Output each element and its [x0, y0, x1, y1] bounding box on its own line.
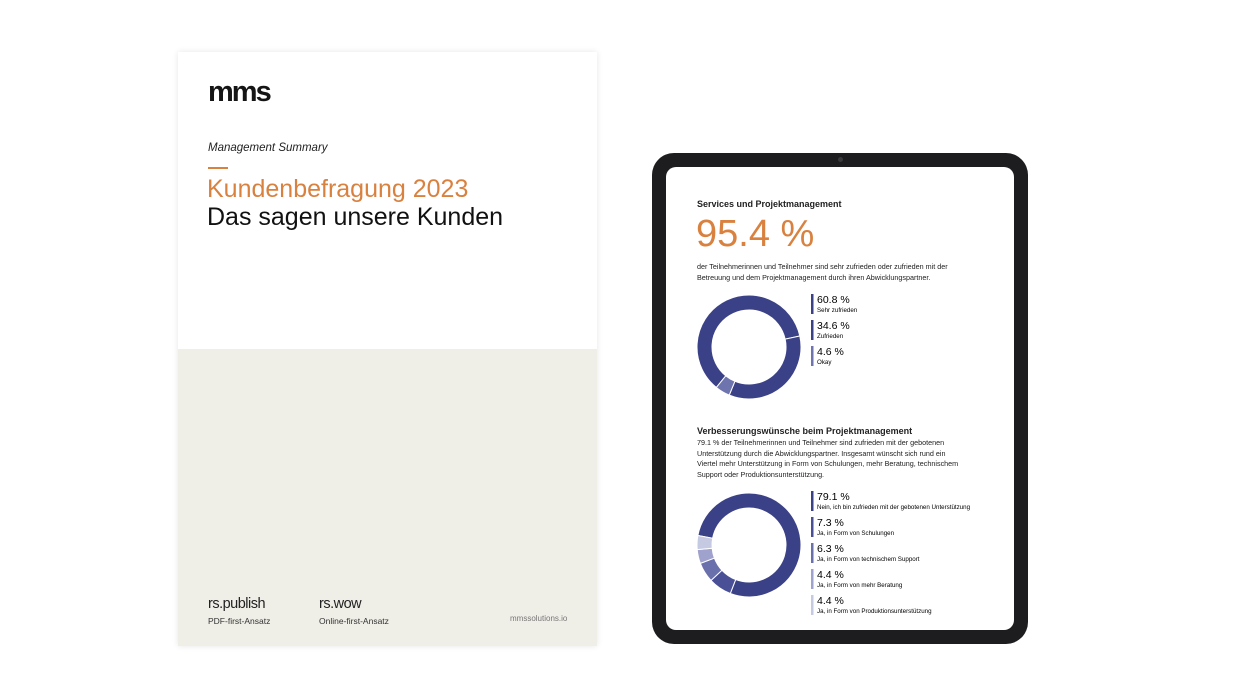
legend1-label: Sehr zufrieden — [817, 307, 858, 314]
section2-text-line: Support oder Produktionsunterstützung. — [697, 469, 825, 479]
section1-text: der Teilnehmerinnen und Teilnehmer sind … — [697, 262, 997, 283]
product-name: rs.wow — [319, 596, 362, 612]
legend2-swatch — [811, 595, 814, 615]
product-desc: PDF-first-Ansatz — [208, 616, 271, 626]
legend2-value: 7.3 % — [817, 517, 844, 529]
legend2-value: 79.1 % — [817, 491, 850, 503]
legend2-label: Ja, in Form von Produktionsunterstützung — [817, 608, 932, 615]
product-name: rs.publish — [208, 596, 266, 612]
section1-text-line: Betreuung und dem Projektmanagement durc… — [697, 272, 931, 282]
accent-divider — [208, 167, 228, 169]
legend2-value: 4.4 % — [817, 569, 844, 581]
legend2-swatch — [811, 517, 814, 537]
legend2-value: 6.3 % — [817, 543, 844, 555]
legend2-swatch — [811, 569, 814, 589]
tablet-device: Services und Projektmanagement 95.4 % de… — [652, 153, 1028, 644]
section2-heading: Verbesserungswünsche beim Projektmanagem… — [697, 426, 913, 436]
big-percentage: 95.4 % — [696, 213, 815, 255]
brochure-title-line2: Das sagen unsere Kunden — [207, 203, 504, 231]
donut1-slice — [728, 335, 802, 400]
donut-charts: 60.8 %Sehr zufrieden 34.6 %Zufrieden 4.6 %… — [696, 294, 971, 615]
mms-logo: mms — [208, 76, 272, 108]
legend2-swatch — [811, 543, 814, 563]
website-url: mmssolutions.io — [510, 614, 568, 623]
legend1-value: 60.8 % — [817, 294, 850, 306]
legend1-swatch — [811, 294, 814, 314]
section2-text-line: Unterstützung durch die Abwicklungspartn… — [697, 448, 946, 458]
legend1-value: 34.6 % — [817, 320, 850, 332]
product-desc: Online-first-Ansatz — [319, 616, 389, 626]
section1-heading: Services und Projektmanagement — [697, 199, 842, 209]
product-rs-wow: rs.wow Online-first-Ansatz — [319, 596, 389, 626]
donut2-slice — [697, 492, 802, 598]
legend1-label: Zufrieden — [817, 333, 844, 340]
section1-text-line: der Teilnehmerinnen und Teilnehmer sind … — [697, 262, 948, 271]
brochure-cover: mms Management Summary Kundenbefragung 2… — [178, 52, 597, 646]
legend2-label: Ja, in Form von technischem Support — [817, 556, 920, 563]
brochure-subtitle: Management Summary — [208, 142, 328, 154]
brochure-title-line1: Kundenbefragung 2023 — [207, 175, 469, 203]
legend1-label: Okay — [817, 359, 832, 366]
legend2-label: Ja, in Form von Schulungen — [817, 530, 895, 537]
donut2-slice — [696, 534, 714, 551]
legend2-value: 4.4 % — [817, 595, 844, 607]
tablet-screen: Services und Projektmanagement 95.4 % de… — [666, 167, 1014, 630]
section2-text: 79.1 % der Teilnehmerinnen und Teilnehme… — [697, 438, 997, 480]
product-rs-publish: rs.publish PDF-first-Ansatz — [208, 596, 270, 626]
legend1-swatch — [811, 346, 814, 366]
legend2-label: Nein, ich bin zufrieden mit der gebotene… — [817, 504, 971, 511]
donut1-slice — [715, 375, 736, 396]
camera-icon — [838, 157, 843, 162]
brochure-bottom-panel — [178, 349, 597, 646]
section2-text-line: 79.1 % der Teilnehmerinnen und Teilnehme… — [697, 438, 945, 447]
legend2-label: Ja, in Form von mehr Beratung — [817, 582, 903, 589]
legend2-swatch — [811, 491, 814, 511]
section2-text-line: Viertel mehr Unterstützung in Form von S… — [697, 459, 959, 468]
donut1-slice — [696, 294, 801, 389]
legend1-value: 4.6 % — [817, 346, 844, 358]
legend1-swatch — [811, 320, 814, 340]
